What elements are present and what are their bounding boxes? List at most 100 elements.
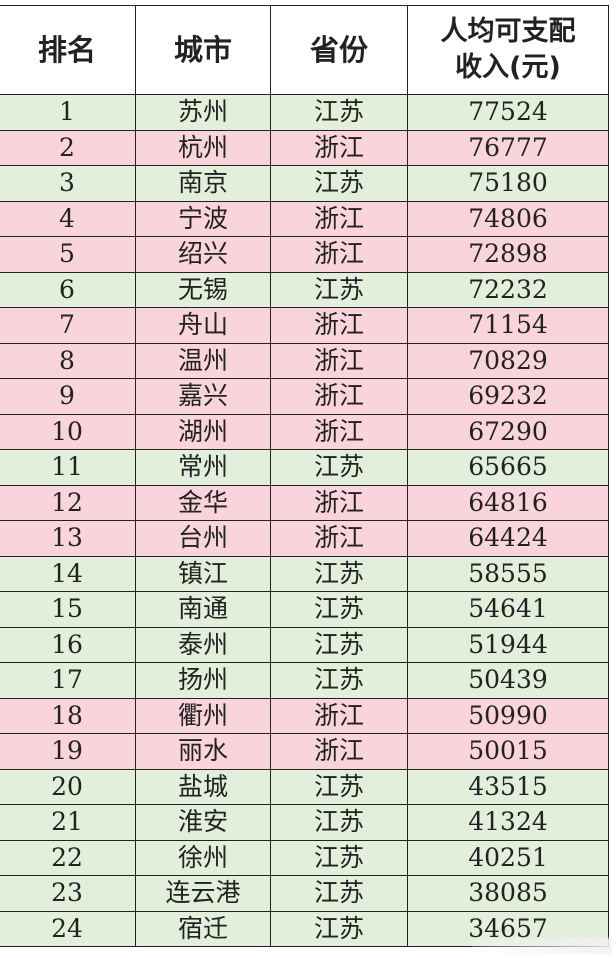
cell-rank: 9 [0,378,136,415]
cell-rank: 13 [0,520,136,557]
cell-rank: 22 [0,839,136,876]
cell-income: 50990 [407,697,609,734]
cell-rank: 8 [0,342,136,379]
cell-city: 苏州 [135,94,271,131]
cell-city: 湖州 [135,413,271,450]
cell-income: 58555 [407,555,609,592]
header-province: 省份 [270,5,408,95]
cell-rank: 20 [0,768,136,805]
cell-rank: 24 [0,910,136,947]
cell-province: 浙江 [270,413,408,450]
cell-province: 浙江 [270,307,408,344]
cell-city: 泰州 [135,626,271,663]
table-row: 10 湖州 浙江 67290 [0,413,609,450]
table-row: 2 杭州 浙江 76777 [0,129,609,166]
cell-rank: 5 [0,236,136,273]
cell-city: 台州 [135,520,271,557]
cell-rank: 10 [0,413,136,450]
cell-income: 43515 [407,768,609,805]
cell-income: 67290 [407,413,609,450]
cell-province: 浙江 [270,733,408,770]
cell-city: 金华 [135,484,271,521]
income-ranking-table: 排名 城市 省份 人均可支配 收入(元) 1 苏州 江苏 77524 2 杭州 浙江 76777… [0,5,609,947]
cell-income: 71154 [407,307,609,344]
cell-city: 连云港 [135,875,271,912]
cell-province: 浙江 [270,378,408,415]
cell-rank: 23 [0,875,136,912]
cell-rank: 2 [0,129,136,166]
cell-province: 江苏 [270,94,408,131]
cell-income: 76777 [407,129,609,166]
cell-city: 绍兴 [135,236,271,273]
cell-income: 72232 [407,271,609,308]
header-income: 人均可支配 收入(元) [407,5,609,95]
cell-province: 江苏 [270,910,408,947]
cell-income: 50015 [407,733,609,770]
cell-rank: 6 [0,271,136,308]
table-row: 22 徐州 江苏 40251 [0,839,609,876]
table-row: 15 南通 江苏 54641 [0,591,609,628]
cell-income: 70829 [407,342,609,379]
cell-city: 温州 [135,342,271,379]
cell-city: 常州 [135,449,271,486]
cell-income: 75180 [407,165,609,202]
table-row: 7 舟山 浙江 71154 [0,307,609,344]
cell-income: 38085 [407,875,609,912]
table-row: 18 衢州 浙江 50990 [0,697,609,734]
cell-city: 宁波 [135,200,271,237]
table-row: 16 泰州 江苏 51944 [0,626,609,663]
table-row: 1 苏州 江苏 77524 [0,94,609,131]
cell-rank: 14 [0,555,136,592]
table-row: 8 温州 浙江 70829 [0,342,609,379]
cell-rank: 17 [0,662,136,699]
table-row: 9 嘉兴 浙江 69232 [0,378,609,415]
cell-province: 江苏 [270,449,408,486]
cell-city: 扬州 [135,662,271,699]
table-row: 3 南京 江苏 75180 [0,165,609,202]
cell-city: 徐州 [135,839,271,876]
cell-province: 浙江 [270,200,408,237]
cell-rank: 3 [0,165,136,202]
cell-rank: 18 [0,697,136,734]
cell-income: 64816 [407,484,609,521]
cell-income: 51944 [407,626,609,663]
cell-city: 南通 [135,591,271,628]
header-income-line1: 人均可支配 [440,16,576,47]
table-row: 20 盐城 江苏 43515 [0,768,609,805]
cell-province: 浙江 [270,697,408,734]
watermark [472,938,612,954]
table-row: 6 无锡 江苏 72232 [0,271,609,308]
cell-province: 江苏 [270,591,408,628]
cell-city: 丽水 [135,733,271,770]
table-row: 23 连云港 江苏 38085 [0,875,609,912]
cell-province: 江苏 [270,804,408,841]
cell-province: 江苏 [270,662,408,699]
cell-rank: 1 [0,94,136,131]
cell-rank: 11 [0,449,136,486]
header-city: 城市 [135,5,271,95]
cell-city: 衢州 [135,697,271,734]
cell-rank: 12 [0,484,136,521]
cell-income: 77524 [407,94,609,131]
cell-income: 74806 [407,200,609,237]
table-row: 13 台州 浙江 64424 [0,520,609,557]
cell-province: 江苏 [270,768,408,805]
cell-rank: 19 [0,733,136,770]
cell-city: 嘉兴 [135,378,271,415]
table-row: 4 宁波 浙江 74806 [0,200,609,237]
cell-income: 40251 [407,839,609,876]
header-row: 排名 城市 省份 人均可支配 收入(元) [0,5,609,95]
table-row: 12 金华 浙江 64816 [0,484,609,521]
cell-rank: 15 [0,591,136,628]
cell-province: 江苏 [270,626,408,663]
cell-city: 无锡 [135,271,271,308]
table-row: 14 镇江 江苏 58555 [0,555,609,592]
cell-province: 浙江 [270,342,408,379]
cell-city: 宿迁 [135,910,271,947]
table-row: 5 绍兴 浙江 72898 [0,236,609,273]
cell-rank: 21 [0,804,136,841]
cell-city: 杭州 [135,129,271,166]
cell-city: 南京 [135,165,271,202]
cell-income: 64424 [407,520,609,557]
cell-province: 江苏 [270,875,408,912]
